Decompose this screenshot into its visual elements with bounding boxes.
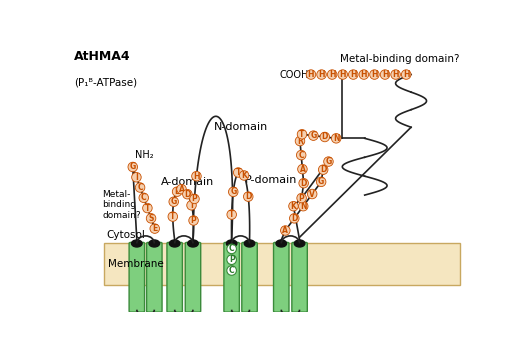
Text: D: D — [320, 165, 327, 174]
Text: H: H — [392, 70, 399, 79]
Circle shape — [132, 240, 142, 247]
Text: G: G — [130, 163, 136, 172]
Text: T: T — [236, 168, 241, 177]
Text: D: D — [245, 192, 251, 201]
Text: (P₁ᴮ-ATPase): (P₁ᴮ-ATPase) — [74, 77, 137, 87]
Text: I: I — [190, 201, 193, 210]
Text: N-domain: N-domain — [213, 122, 268, 132]
Bar — [104, 244, 460, 285]
Text: H: H — [340, 70, 346, 79]
Text: Membrane: Membrane — [108, 259, 164, 270]
Text: T: T — [145, 204, 150, 213]
FancyBboxPatch shape — [224, 243, 239, 312]
Text: COOH: COOH — [279, 69, 309, 80]
Text: H: H — [308, 70, 314, 79]
Text: C: C — [229, 244, 235, 253]
Text: D: D — [322, 132, 328, 141]
Text: H: H — [318, 70, 325, 79]
Text: A: A — [299, 165, 306, 174]
Text: A: A — [178, 185, 184, 194]
Circle shape — [188, 240, 198, 247]
Text: C: C — [137, 183, 143, 192]
Circle shape — [149, 240, 160, 247]
FancyBboxPatch shape — [146, 243, 162, 312]
Text: NH₂: NH₂ — [135, 150, 153, 160]
FancyBboxPatch shape — [274, 243, 289, 312]
Circle shape — [244, 240, 255, 247]
Text: T: T — [299, 130, 304, 139]
Text: C: C — [298, 151, 304, 160]
FancyBboxPatch shape — [129, 243, 144, 312]
Text: N: N — [333, 134, 340, 143]
Text: AtHMA4: AtHMA4 — [74, 50, 130, 63]
Text: H: H — [361, 70, 367, 79]
Text: A: A — [282, 226, 288, 235]
Text: H: H — [329, 70, 335, 79]
Circle shape — [276, 240, 287, 247]
Text: H: H — [371, 70, 377, 79]
Text: C: C — [141, 193, 146, 202]
FancyBboxPatch shape — [292, 243, 307, 312]
Text: A-domain: A-domain — [161, 177, 214, 187]
Text: H: H — [193, 172, 200, 181]
Text: G: G — [310, 131, 317, 140]
Text: D: D — [184, 190, 191, 199]
Text: Cytosol: Cytosol — [106, 230, 145, 240]
Text: D: D — [300, 179, 307, 188]
Text: I: I — [135, 173, 138, 182]
FancyBboxPatch shape — [185, 243, 201, 312]
Text: P-domain: P-domain — [245, 176, 297, 185]
Text: Metal-
binding
domain?: Metal- binding domain? — [102, 190, 141, 220]
Text: D: D — [291, 214, 298, 223]
Text: C: C — [229, 266, 235, 275]
Text: H: H — [403, 70, 410, 79]
Text: V: V — [309, 190, 315, 199]
Circle shape — [295, 240, 305, 247]
Text: S: S — [149, 214, 154, 223]
Text: Metal-binding domain?: Metal-binding domain? — [340, 54, 459, 64]
Text: T: T — [229, 210, 234, 219]
Text: P: P — [192, 194, 197, 204]
Text: P: P — [191, 216, 196, 225]
Text: E: E — [152, 224, 158, 233]
Text: G: G — [230, 187, 236, 196]
Text: N: N — [300, 202, 307, 211]
FancyBboxPatch shape — [242, 243, 257, 312]
Text: P: P — [229, 255, 235, 264]
Text: G: G — [171, 197, 177, 206]
FancyBboxPatch shape — [167, 243, 182, 312]
Text: P: P — [299, 193, 304, 203]
Text: K: K — [241, 171, 247, 180]
Circle shape — [170, 240, 180, 247]
Text: R: R — [297, 137, 303, 146]
Text: G: G — [326, 157, 332, 166]
Text: G: G — [318, 177, 324, 186]
Text: E: E — [174, 187, 180, 196]
Text: K: K — [290, 202, 297, 211]
Text: T: T — [170, 212, 175, 221]
Text: H: H — [382, 70, 388, 79]
Circle shape — [226, 240, 237, 247]
Text: H: H — [350, 70, 356, 79]
